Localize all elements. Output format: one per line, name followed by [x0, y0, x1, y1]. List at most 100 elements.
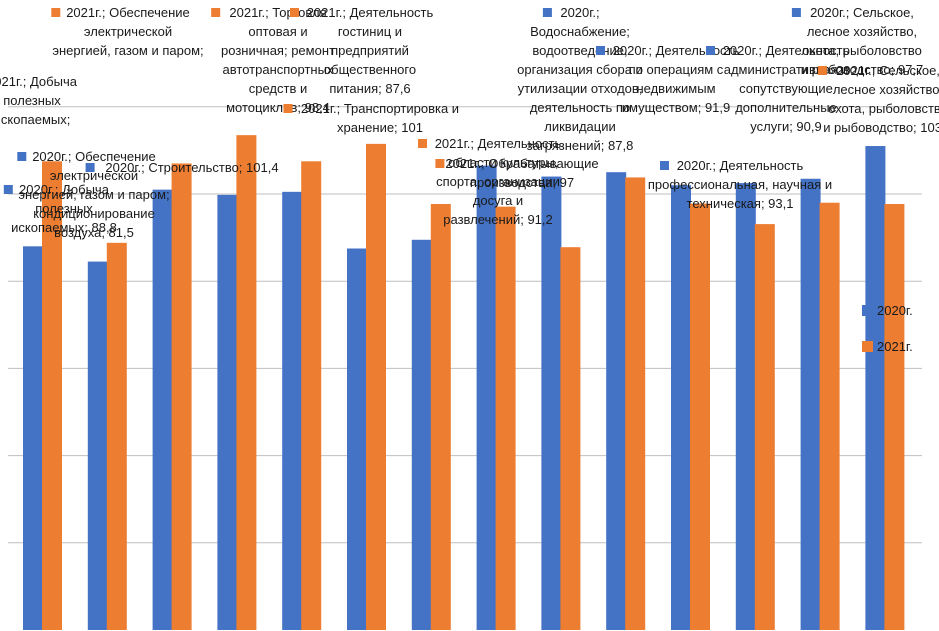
legend-swatch-2020: [862, 305, 873, 316]
bar-2020-12: [735, 183, 756, 630]
data-label-marker: [51, 8, 61, 17]
bar-2020-14: [865, 146, 886, 631]
data-label-line: розничная; ремонт: [221, 43, 335, 58]
legend-swatch-2021: [862, 341, 873, 352]
data-label-line: 2021г.; Транспортировка и: [301, 101, 459, 116]
data-label-line: воздуха; 81,5: [54, 225, 134, 240]
data-label-line: и рыбоводство; 103,1: [823, 120, 939, 135]
data-label-line: оптовая и: [248, 24, 307, 39]
data-label-line: и рыбоводство; 97,7: [801, 62, 923, 77]
bar-2021-7: [430, 204, 451, 630]
data-label-line: предприятий: [331, 43, 409, 58]
data-label-line: 2021г.; Торговля: [229, 5, 326, 20]
data-label-line: лесное хозяйство,: [833, 82, 939, 97]
data-label-marker: [283, 104, 293, 113]
legend-label-2021: 2021г.: [877, 339, 913, 354]
data-label-line: 2020г.; Сельское,: [810, 5, 914, 20]
data-label-line: загрязнений; 87,8: [527, 138, 634, 153]
bar-2021-13: [819, 202, 840, 630]
data-label-line: охота, рыболовство: [802, 43, 922, 58]
data-label-line: лесное хозяйство,: [807, 24, 917, 39]
data-label-marker: [791, 8, 801, 17]
bar-2020-7: [411, 239, 432, 630]
data-label-line: деятельность по: [530, 100, 630, 115]
bar-2021-10: [625, 177, 646, 630]
data-label-line: полезных: [3, 93, 61, 108]
data-label-marker: [85, 163, 95, 172]
data-label-line: профессиональная, научная и: [648, 177, 832, 192]
data-label-line: административная и: [724, 62, 849, 77]
data-label-marker: [596, 46, 605, 55]
bar-2021-2: [106, 242, 127, 630]
bar-2021-12: [754, 224, 775, 631]
data-label-marker: [817, 66, 827, 75]
data-label-line: 2021г.; Сельское,: [836, 63, 939, 78]
bars: [23, 135, 905, 631]
data-label-line: 2020г.; Деятельность: [723, 43, 850, 58]
data-label-line: дополнительные: [735, 100, 837, 115]
data-label-marker: [706, 46, 715, 55]
data-label-line: средств и: [249, 81, 308, 96]
bar-2020-6: [347, 248, 367, 630]
data-label-line: питания; 87,6: [329, 81, 410, 96]
data-label-line: досуга и: [473, 193, 523, 208]
data-label-line: по операциям с: [629, 62, 724, 77]
bar-2021-3: [171, 163, 192, 631]
data-label-line: в области культуры,: [438, 155, 559, 170]
data-label-line: 2020г.; Строительство; 101,4: [105, 160, 278, 175]
bar-2020-2: [87, 261, 108, 630]
data-label-line: охота, рыболовство: [828, 101, 939, 116]
data-label-line: 2020г.; Деятельность: [677, 158, 804, 173]
data-label-line: организация сбора и: [517, 62, 643, 77]
bar-2020-10: [606, 172, 627, 630]
bar-2021-8: [495, 206, 516, 631]
bar-2021-9: [560, 247, 581, 630]
data-label-line: ископаемых;: [0, 112, 70, 127]
data-label-line: 2021г.; Обрабатывающие: [445, 156, 598, 171]
data-label-line: Водоснабжение;: [530, 24, 630, 39]
data-label-line: мотоциклов; 98,4: [226, 100, 330, 115]
data-label-line: ископаемых; 88,8: [11, 220, 117, 235]
data-label-line: сопутствующие: [739, 81, 833, 96]
data-label-line: 2020г.;: [560, 5, 599, 20]
data-label-marker: [3, 185, 13, 194]
data-label-marker: [435, 159, 445, 168]
data-label-line: гостиниц и: [338, 24, 402, 39]
bar-2020-9: [541, 176, 562, 630]
data-label-line: автотранспортных: [223, 62, 334, 77]
bar-2021-1: [42, 161, 62, 631]
data-label-marker: [17, 152, 27, 161]
data-label-line: 2021г.; Обеспечение: [66, 5, 190, 20]
data-label-line: 2021г.; Добыча: [0, 74, 78, 89]
data-label-marker: [542, 8, 552, 17]
data-label-line: производства; 97: [470, 175, 574, 190]
data-label-line: электрической: [50, 168, 138, 183]
data-label-line: хранение; 101: [337, 120, 423, 135]
data-label-line: энергией, газом и паром;: [52, 43, 203, 58]
bar-2021-11: [690, 203, 710, 631]
data-label-line: 2020г.; Деятельность: [613, 43, 740, 58]
data-label-line: 2021г.; Деятельность: [307, 5, 434, 20]
data-label-line: полезных: [35, 201, 93, 216]
data-label-line: 2021г.; Деятельность: [435, 136, 562, 151]
legend: 2020г. 2021г.: [862, 303, 913, 354]
bar-2021-6: [366, 143, 386, 631]
bar-2021-4: [236, 135, 257, 630]
bar-2020-1: [23, 246, 43, 630]
data-label-line: имуществом; 91,9: [622, 100, 731, 115]
data-label-line: утилизации отходов,: [518, 81, 643, 96]
bar-2020-8: [476, 165, 497, 630]
data-label-line: энергией, газом и паром;: [18, 187, 169, 202]
data-label-line: техническая; 93,1: [687, 196, 794, 211]
bar-2021-14: [884, 204, 905, 630]
bar-2020-5: [282, 191, 303, 630]
bar-2020-11: [671, 185, 691, 630]
data-labels: 2021г.; Обеспечение электрической энергией…: [0, 5, 939, 240]
data-label-line: ликвидации: [544, 119, 616, 134]
data-label-line: услуги; 90,9: [750, 119, 821, 134]
data-label-marker: [660, 161, 669, 170]
bar-2021-5: [301, 161, 322, 631]
data-label-line: спорта, организации: [436, 174, 560, 189]
